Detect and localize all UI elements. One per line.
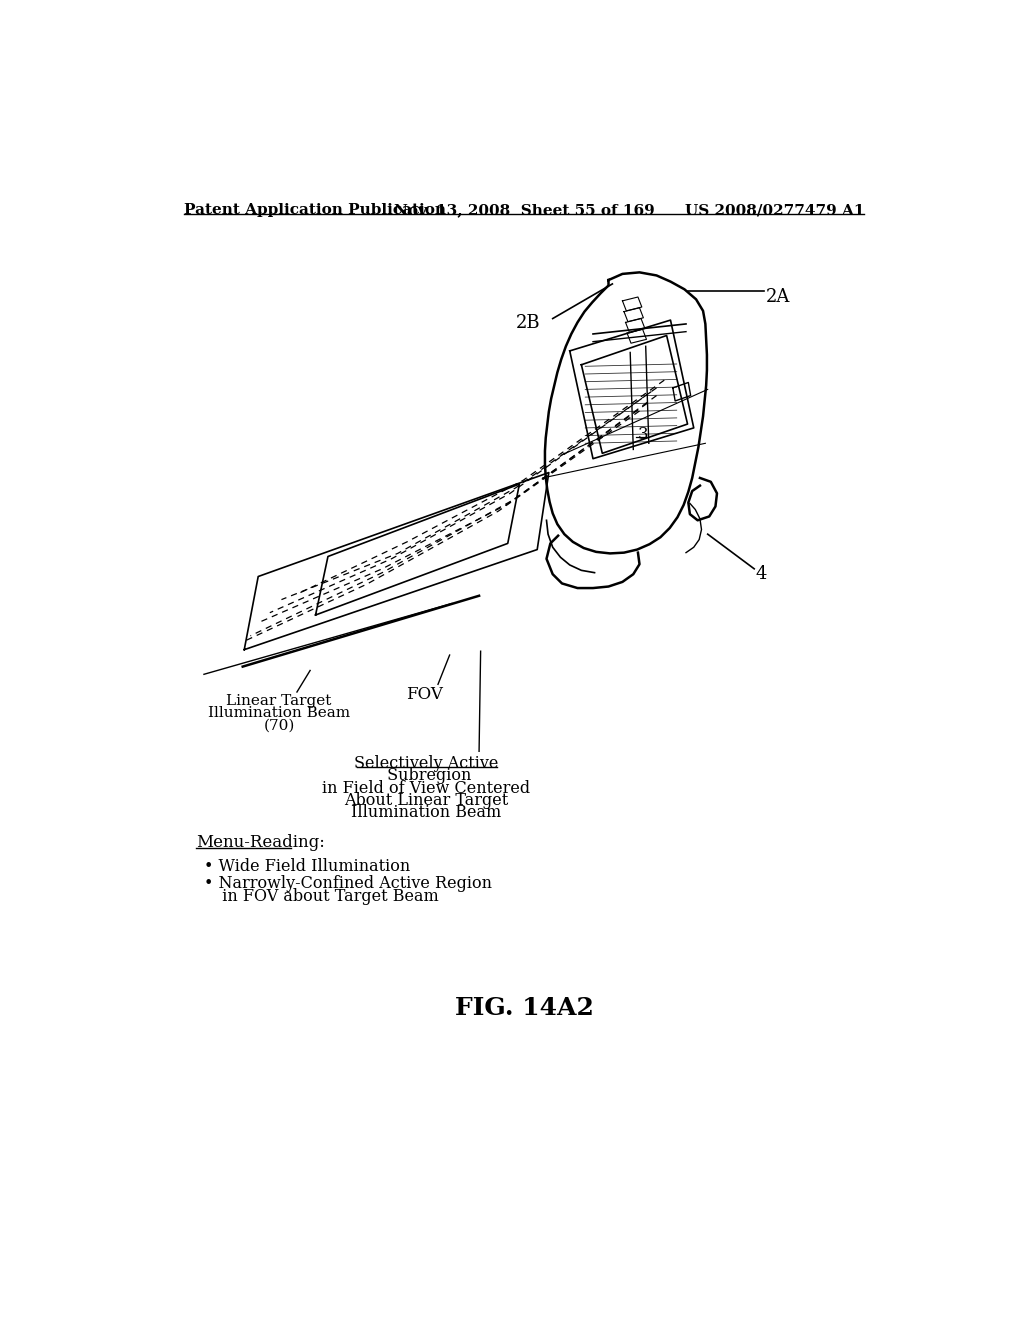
Text: in Field of View Centered: in Field of View Centered	[323, 780, 530, 797]
Text: About Linear Target: About Linear Target	[344, 792, 509, 809]
Text: Illumination Beam: Illumination Beam	[208, 706, 350, 719]
Text: Menu-Reading:: Menu-Reading:	[197, 834, 325, 851]
Text: Linear Target: Linear Target	[226, 693, 332, 708]
Text: FIG. 14A2: FIG. 14A2	[456, 997, 594, 1020]
Text: • Narrowly-Confined Active Region: • Narrowly-Confined Active Region	[204, 874, 492, 891]
Text: in FOV about Target Beam: in FOV about Target Beam	[212, 888, 438, 906]
Text: 2B: 2B	[515, 314, 540, 331]
Text: FOV: FOV	[407, 686, 443, 702]
Text: Illumination Beam: Illumination Beam	[351, 804, 502, 821]
Text: US 2008/0277479 A1: US 2008/0277479 A1	[685, 203, 864, 216]
Text: Nov. 13, 2008  Sheet 55 of 169: Nov. 13, 2008 Sheet 55 of 169	[394, 203, 655, 216]
Text: 2A: 2A	[766, 288, 791, 306]
Text: Patent Application Publication: Patent Application Publication	[183, 203, 445, 216]
Text: 4: 4	[756, 565, 767, 583]
Text: (70): (70)	[263, 718, 295, 733]
Text: 3: 3	[638, 426, 648, 444]
Text: Selectively Active: Selectively Active	[354, 755, 499, 772]
Text: Subregion: Subregion	[382, 767, 471, 784]
Text: • Wide Field Illumination: • Wide Field Illumination	[204, 858, 411, 875]
